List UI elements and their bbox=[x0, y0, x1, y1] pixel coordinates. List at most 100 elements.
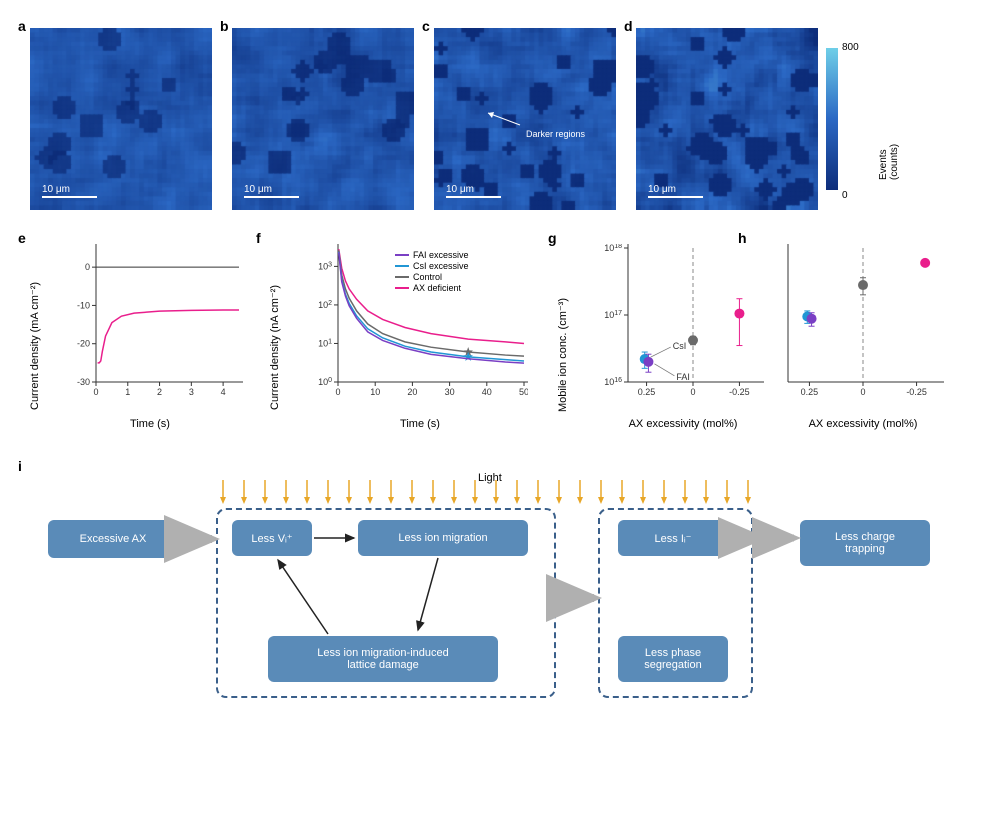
svg-text:1017: 1017 bbox=[604, 310, 622, 321]
colorbar-title: Events (counts) bbox=[878, 144, 900, 180]
light-arrow-icon bbox=[470, 480, 480, 508]
xlabel-f: Time (s) bbox=[380, 418, 460, 430]
svg-text:102: 102 bbox=[318, 299, 332, 310]
chart-f: Current density (nA cm⁻²) 01020304050100… bbox=[270, 240, 530, 435]
plot-h-svg: 0.250-0.25 bbox=[774, 244, 944, 404]
svg-text:3: 3 bbox=[189, 387, 194, 397]
light-arrow-icon bbox=[428, 480, 438, 508]
legend-swatch bbox=[395, 287, 409, 289]
svg-text:40: 40 bbox=[482, 387, 492, 397]
light-arrow-icon bbox=[512, 480, 522, 508]
colorbar: 800 0 Events (counts) bbox=[826, 28, 886, 210]
box-less-trapping: Less charge trapping bbox=[800, 520, 930, 566]
box-less-phase-seg: Less phase segregation bbox=[618, 636, 728, 682]
panel-label-d: d bbox=[624, 18, 633, 34]
svg-text:0: 0 bbox=[93, 387, 98, 397]
svg-text:-10: -10 bbox=[77, 300, 90, 310]
light-arrow-icon bbox=[701, 480, 711, 508]
microscopy-image-d bbox=[636, 28, 818, 210]
legend-label: CsI excessive bbox=[413, 261, 469, 271]
svg-text:0.25: 0.25 bbox=[801, 387, 819, 397]
svg-text:4: 4 bbox=[221, 387, 226, 397]
xlabel-e: Time (s) bbox=[110, 418, 190, 430]
light-arrow-icon bbox=[260, 480, 270, 508]
scalebar-c: 10 μm bbox=[446, 184, 501, 198]
light-arrow-icon bbox=[218, 480, 228, 508]
legend-item: Control bbox=[395, 272, 469, 282]
light-arrow-icon bbox=[533, 480, 543, 508]
chart-row: e f g h Current density (mA cm⁻²) 01234-… bbox=[18, 230, 967, 440]
svg-text:30: 30 bbox=[445, 387, 455, 397]
xlabel-g: AX excessivity (mol%) bbox=[618, 418, 748, 430]
panel-label-a: a bbox=[18, 18, 26, 34]
legend-item: CsI excessive bbox=[395, 261, 469, 271]
scalebar-bar bbox=[648, 196, 703, 198]
box-less-vi: Less Vᵢ⁺ bbox=[232, 520, 312, 556]
light-arrow-icon bbox=[365, 480, 375, 508]
chart-gh: Mobile ion conc. (cm⁻³) 0.25 0 -0.25 1016 10… bbox=[558, 240, 958, 435]
colorbar-min: 0 bbox=[842, 190, 848, 201]
plot-g-svg: 0.250-0.25101610171018CsIFAI bbox=[594, 244, 764, 404]
svg-text:100: 100 bbox=[318, 377, 332, 388]
light-arrow-icon bbox=[407, 480, 417, 508]
svg-text:50: 50 bbox=[519, 387, 528, 397]
plot-e-svg: 01234-30-20-100 bbox=[68, 244, 243, 404]
legend-swatch bbox=[395, 276, 409, 278]
scalebar-a: 10 μm bbox=[42, 184, 97, 198]
microscopy-image-b bbox=[232, 28, 414, 210]
scalebar-bar bbox=[244, 196, 299, 198]
scalebar-label: 10 μm bbox=[244, 184, 272, 195]
svg-text:FAI: FAI bbox=[676, 372, 690, 382]
light-arrow-icon bbox=[239, 480, 249, 508]
svg-text:0: 0 bbox=[85, 262, 90, 272]
light-arrow-icon bbox=[449, 480, 459, 508]
figure-root: a b c d 10 μm 10 μm 10 μm 10 μm bbox=[18, 18, 967, 718]
box-less-damage: Less ion migration-induced lattice damag… bbox=[268, 636, 498, 682]
annotation-text: Darker regions bbox=[526, 129, 585, 139]
svg-text:20: 20 bbox=[407, 387, 417, 397]
scalebar-bar bbox=[42, 196, 97, 198]
light-arrow-icon bbox=[554, 480, 564, 508]
light-arrow-icon bbox=[743, 480, 753, 508]
svg-text:2: 2 bbox=[157, 387, 162, 397]
light-arrow-icon bbox=[659, 480, 669, 508]
panel-label-e: e bbox=[18, 230, 26, 246]
light-arrow-icon bbox=[344, 480, 354, 508]
svg-text:1016: 1016 bbox=[604, 377, 622, 388]
legend-item: FAI excessive bbox=[395, 250, 469, 260]
light-arrow-icon bbox=[281, 480, 291, 508]
legend-label: Control bbox=[413, 272, 442, 282]
light-arrow-icon bbox=[722, 480, 732, 508]
chart-e: Current density (mA cm⁻²) 01234-30-20-10… bbox=[30, 240, 240, 435]
ylabel-e: Current density (mA cm⁻²) bbox=[28, 282, 41, 410]
svg-text:0: 0 bbox=[860, 387, 865, 397]
svg-text:103: 103 bbox=[318, 261, 332, 272]
light-arrow-icon bbox=[302, 480, 312, 508]
microscopy-row: a b c d 10 μm 10 μm 10 μm 10 μm bbox=[18, 18, 967, 218]
panel-label-f: f bbox=[256, 230, 261, 246]
legend-label: FAI excessive bbox=[413, 250, 469, 260]
light-arrow-icon bbox=[575, 480, 585, 508]
xlabel-h: AX excessivity (mol%) bbox=[798, 418, 928, 430]
light-arrow-icon bbox=[491, 480, 501, 508]
scalebar-b: 10 μm bbox=[244, 184, 299, 198]
svg-text:0.25: 0.25 bbox=[638, 387, 656, 397]
legend-f: FAI excessiveCsI excessiveControlAX defi… bbox=[390, 246, 474, 297]
box-less-ion-migration: Less ion migration bbox=[358, 520, 528, 556]
panel-label-c: c bbox=[422, 18, 430, 34]
svg-text:0: 0 bbox=[690, 387, 695, 397]
box-less-ii: Less Iᵢ⁻ bbox=[618, 520, 728, 556]
panel-label-b: b bbox=[220, 18, 229, 34]
light-arrow-icon bbox=[617, 480, 627, 508]
svg-text:-0.25: -0.25 bbox=[729, 387, 750, 397]
svg-text:10: 10 bbox=[370, 387, 380, 397]
svg-text:1: 1 bbox=[125, 387, 130, 397]
svg-text:CsI: CsI bbox=[673, 341, 687, 351]
box-excessive-ax: Excessive AX bbox=[48, 520, 178, 558]
light-arrow-icon bbox=[323, 480, 333, 508]
colorbar-gradient bbox=[826, 48, 838, 190]
legend-label: AX deficient bbox=[413, 283, 461, 293]
microscopy-image-a bbox=[30, 28, 212, 210]
ylabel-gh: Mobile ion conc. (cm⁻³) bbox=[556, 298, 569, 412]
light-arrow-icon bbox=[386, 480, 396, 508]
